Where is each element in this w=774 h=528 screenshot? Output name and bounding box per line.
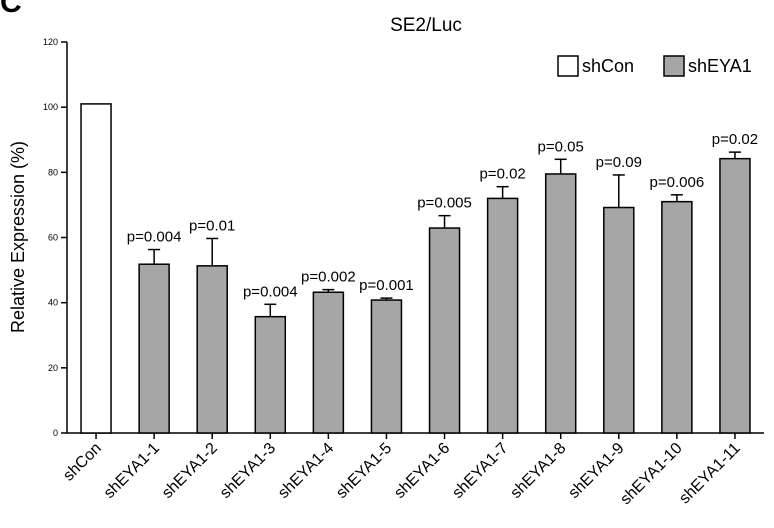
p-value-label: p=0.004	[243, 283, 298, 300]
x-tick-label: shEYA1-11	[676, 440, 744, 508]
plot-area: 0 20 40 60 80 100 120 shCon p=0.004 shEYA1-1 p=0.0…	[43, 37, 764, 508]
x-tick-label: shEYA1-10	[617, 440, 685, 508]
legend-label: shCon	[582, 56, 634, 76]
legend-label: shEYA1	[688, 56, 752, 76]
bar	[428, 227, 461, 434]
p-value-label: p=0.001	[359, 277, 414, 294]
bar	[661, 200, 693, 434]
bar	[138, 263, 170, 434]
bar	[719, 157, 751, 434]
y-tick-label: 20	[48, 363, 58, 373]
x-tick-label: shEYA1-8	[507, 440, 569, 502]
panel-letter: C	[0, 0, 22, 19]
y-tick-label: 60	[48, 233, 58, 243]
p-value-label: p=0.006	[650, 174, 705, 191]
y-axis-label: Relative Expression (%)	[8, 141, 28, 333]
p-value-label: p=0.02	[479, 166, 525, 183]
x-tick-label: shEYA1-6	[391, 440, 453, 502]
y-tick-label: 0	[53, 428, 58, 438]
y-tick-label: 100	[43, 102, 58, 112]
x-tick-label: shEYA1-7	[449, 440, 511, 502]
bar	[486, 197, 519, 434]
y-tick-label: 120	[43, 37, 58, 47]
x-tick-label: shEYA1-1	[101, 440, 163, 502]
p-value-label: p=0.005	[417, 195, 472, 212]
bar	[80, 103, 112, 434]
y-tick-label: 80	[48, 167, 58, 177]
x-tick-label: shEYA1-5	[333, 440, 395, 502]
p-value-label: p=0.05	[538, 138, 584, 155]
chart-title: SE2/Luc	[390, 15, 462, 36]
x-tick-label: shCon	[60, 440, 105, 485]
x-tick-label: shEYA1-3	[217, 440, 279, 502]
p-value-label: p=0.004	[127, 229, 182, 246]
legend: shCon shEYA1	[557, 55, 752, 77]
legend-swatch	[557, 55, 579, 77]
bar	[544, 173, 577, 434]
p-value-label: p=0.01	[189, 217, 235, 234]
bar	[196, 265, 228, 434]
p-value-label: p=0.02	[712, 131, 758, 148]
x-tick-label: shEYA1-4	[275, 440, 337, 502]
bar	[254, 315, 287, 434]
legend-swatch	[663, 55, 685, 77]
x-tick-label: shEYA1-9	[565, 440, 627, 502]
bar	[603, 206, 635, 434]
x-tick-label: shEYA1-2	[159, 440, 221, 502]
bar	[312, 291, 345, 434]
y-tick-label: 40	[48, 298, 58, 308]
bar	[370, 299, 403, 434]
p-value-label: p=0.002	[301, 269, 356, 286]
p-value-label: p=0.09	[596, 154, 642, 171]
